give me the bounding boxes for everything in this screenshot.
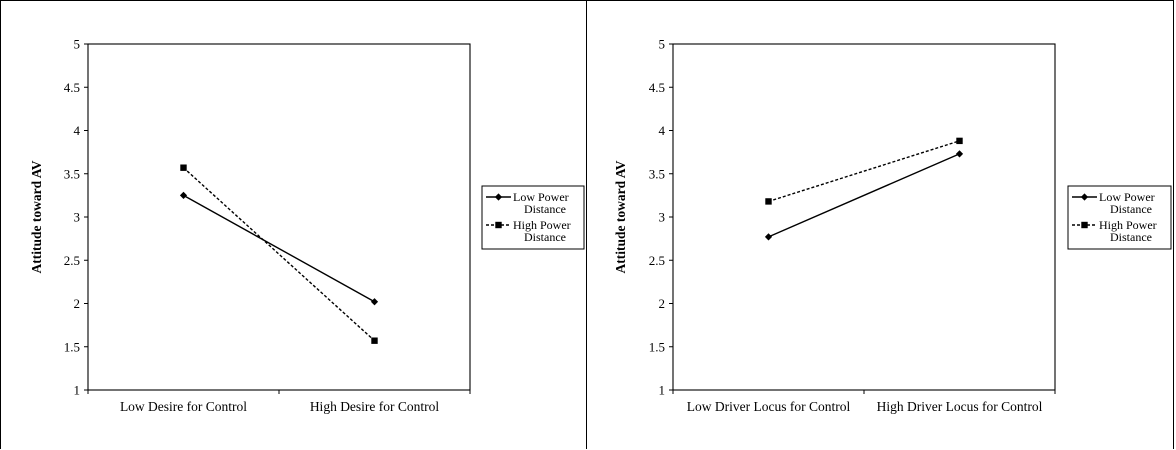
y-tick-label: 1 [74, 383, 81, 398]
chart-panel-locus: 1 1.5 2 2.5 3 3.5 4 4.5 5 Low Driver Locus for Co… [587, 0, 1174, 449]
data-point [371, 337, 378, 344]
plot-area [672, 43, 1056, 391]
legend-marker [1081, 221, 1088, 229]
y-tick-label: 3 [74, 210, 81, 225]
y-axis-title: Attitude toward AV [613, 160, 628, 273]
x-category-label: Low Desire for Control [120, 399, 247, 414]
legend-label-cont: Distance [524, 230, 566, 244]
legend-label: Low Power [1099, 190, 1155, 204]
data-point [179, 191, 188, 199]
y-tick-label: 1 [659, 383, 666, 398]
x-category-label: Low Driver Locus for Control [687, 399, 851, 414]
y-tick-label: 5 [659, 37, 666, 52]
y-tick-label: 1.5 [649, 339, 665, 354]
legend-marker [494, 193, 503, 201]
y-tick-label: 3.5 [649, 166, 665, 181]
y-tick-label: 5 [74, 37, 81, 52]
data-point [765, 198, 772, 205]
data-point [180, 164, 187, 171]
plot-area [87, 43, 471, 391]
x-category-label: High Desire for Control [310, 399, 440, 414]
y-axis-title: Attitude toward AV [29, 160, 44, 273]
y-tick-label: 4.5 [64, 80, 80, 95]
y-tick-label: 2.5 [649, 253, 665, 268]
series-line-low-power-distance [768, 153, 960, 238]
y-tick-label: 2.5 [64, 253, 80, 268]
legend-marker [495, 221, 502, 229]
chart-svg-desire: 1 1.5 2 2.5 3 3.5 4 4.5 5 Low Desire for Control H… [29, 37, 585, 414]
x-category-label: High Driver Locus for Control [877, 399, 1043, 414]
legend-label-cont: Distance [524, 202, 566, 216]
y-tick-label: 4 [74, 123, 81, 138]
data-point [956, 137, 963, 145]
legend-label: High Power [513, 218, 571, 232]
data-point [370, 298, 379, 306]
series-line-low-power-distance [183, 194, 375, 303]
legend-label: High Power [1099, 218, 1157, 232]
y-tick-label: 3 [659, 210, 666, 225]
chart-svg-locus: 1 1.5 2 2.5 3 3.5 4 4.5 5 Low Driver Locus for Co… [613, 37, 1172, 414]
legend-label-cont: Distance [1110, 202, 1152, 216]
legend-label: Low Power [513, 190, 569, 204]
legend-label-cont: Distance [1110, 230, 1152, 244]
y-tick-label: 2 [659, 296, 666, 311]
y-tick-label: 4.5 [649, 80, 665, 95]
series-line-high-power-distance [768, 140, 960, 203]
y-tick-label: 1.5 [64, 339, 80, 354]
data-point [764, 233, 773, 241]
series-line-high-power-distance [183, 167, 375, 342]
y-tick-label: 4 [659, 123, 666, 138]
chart-panel-desire: 1 1.5 2 2.5 3 3.5 4 4.5 5 Low Desire for Control H… [0, 0, 587, 449]
y-tick-label: 2 [74, 296, 81, 311]
y-tick-label: 3.5 [64, 166, 80, 181]
data-point [955, 150, 964, 158]
